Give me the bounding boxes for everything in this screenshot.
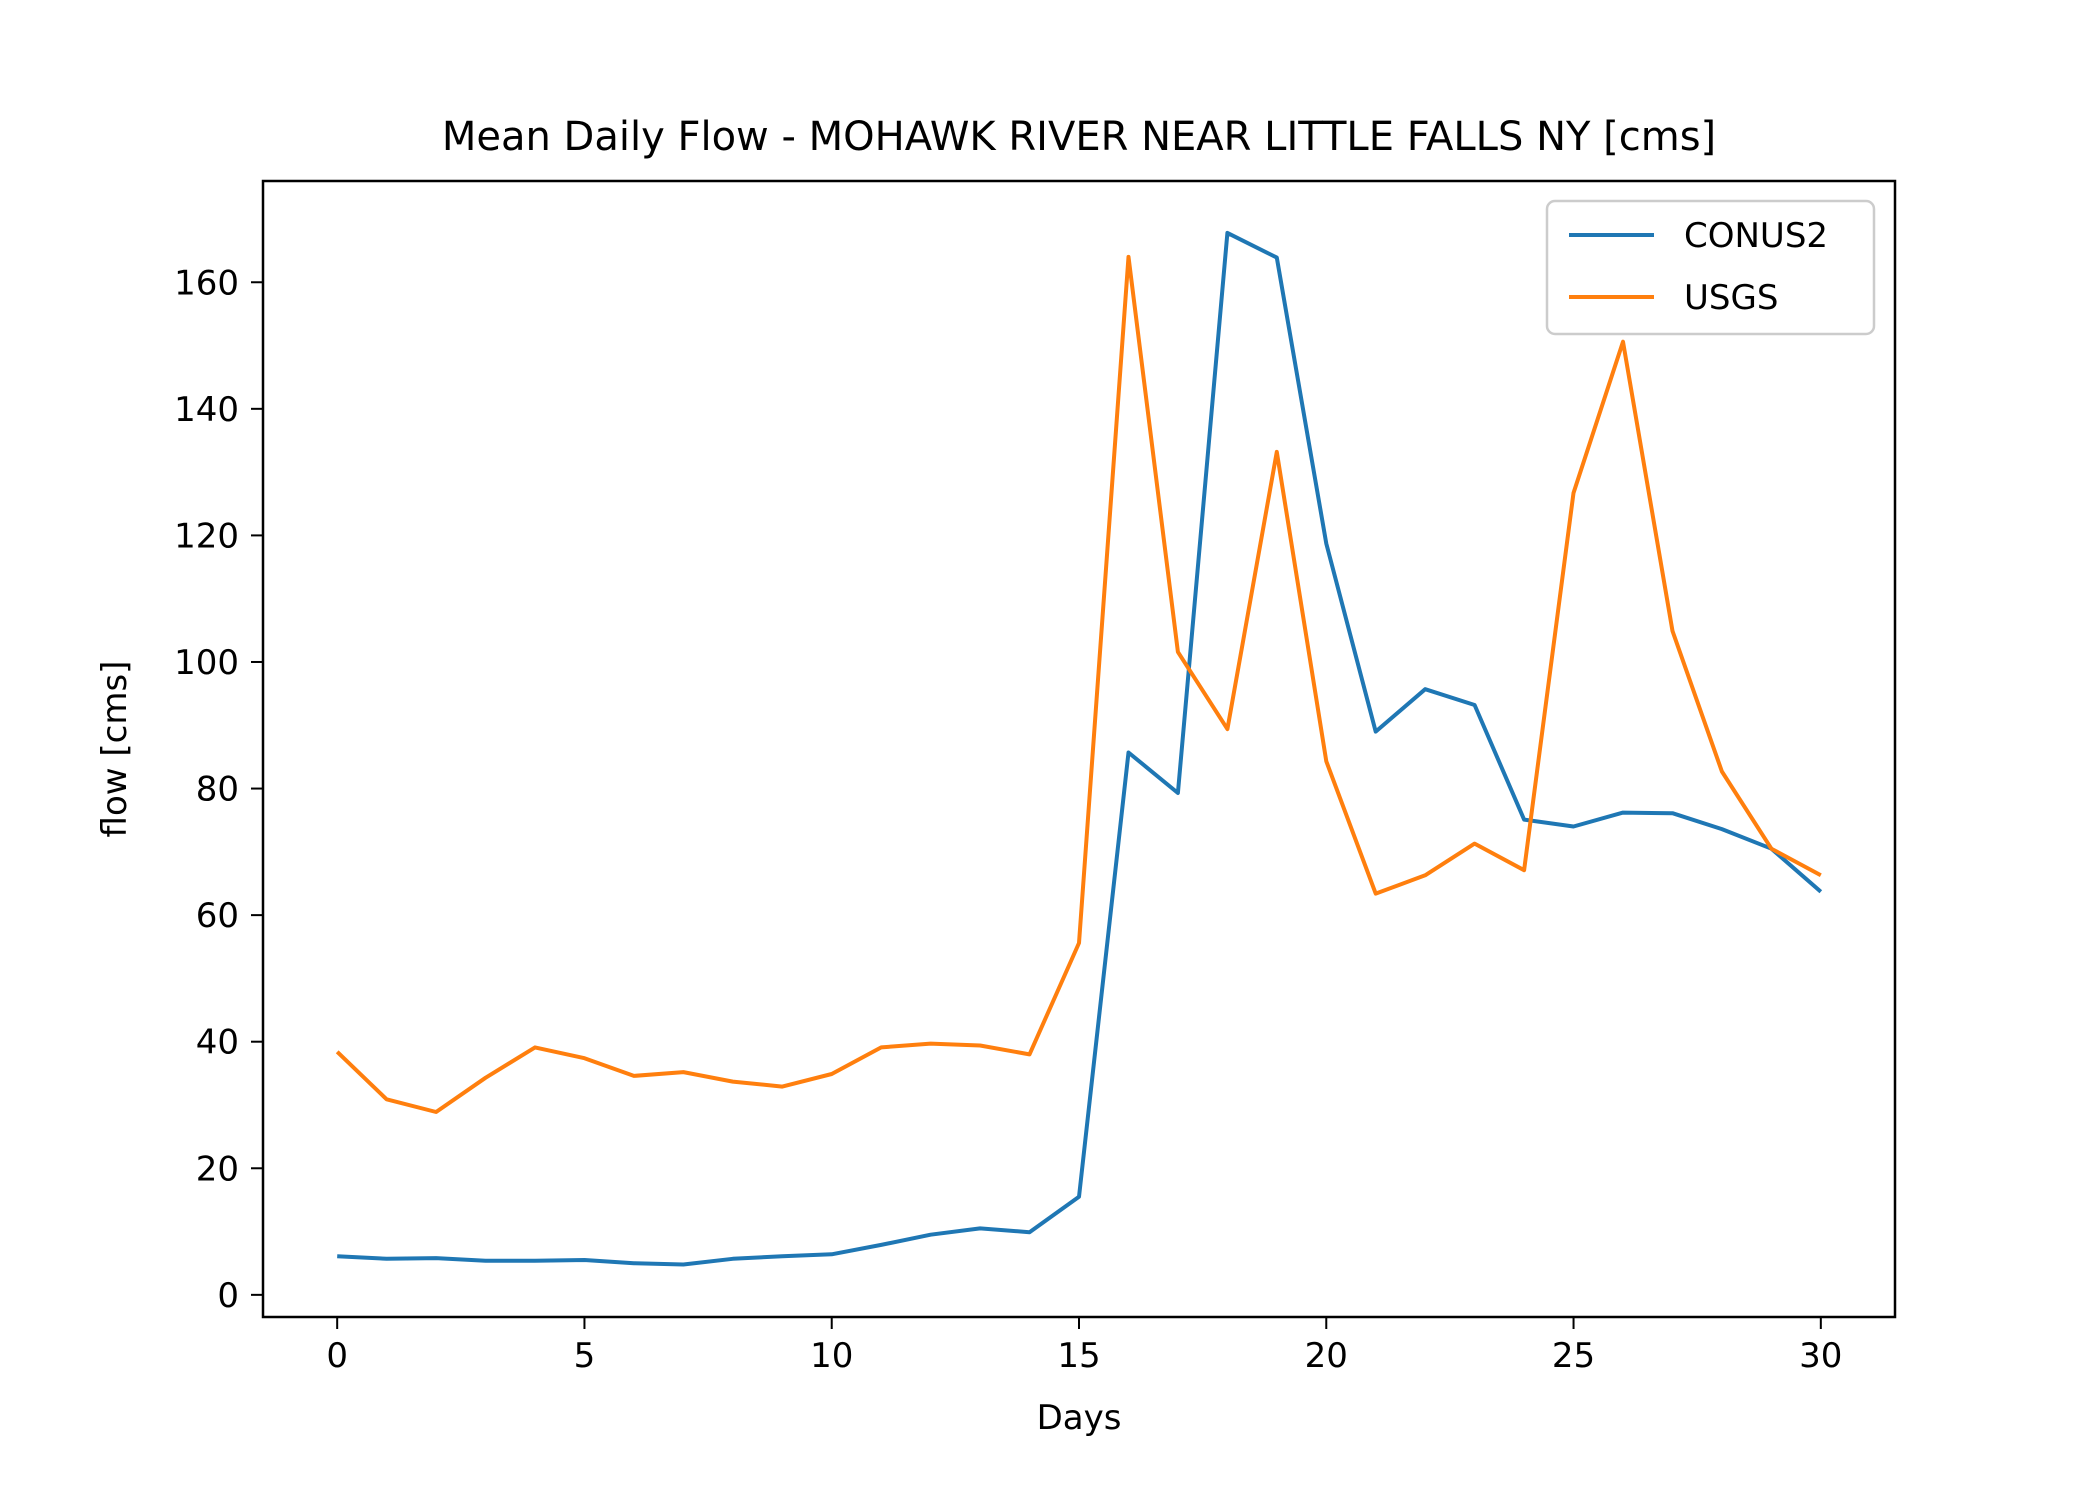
legend-label-usgs: USGS bbox=[1684, 278, 1778, 318]
legend-entries: CONUS2 USGS bbox=[1569, 216, 1828, 318]
x-tick-label: 15 bbox=[1057, 1336, 1100, 1376]
x-tick-label: 25 bbox=[1552, 1336, 1595, 1376]
x-tick-label: 20 bbox=[1305, 1336, 1348, 1376]
plot-background bbox=[263, 181, 1895, 1317]
y-tick-label: 60 bbox=[196, 896, 239, 936]
y-axis-label: flow [cms] bbox=[95, 661, 135, 838]
series-line-conus2 bbox=[337, 230, 1823, 1267]
plot-frame bbox=[261, 179, 1897, 1319]
y-axis-ticks: 0 20 40 60 80 100 120 140 160 bbox=[174, 263, 263, 1316]
y-tick-label: 40 bbox=[196, 1023, 239, 1063]
y-tick-label: 160 bbox=[174, 263, 239, 303]
legend: CONUS2 USGS bbox=[1545, 199, 1876, 336]
series-line-usgs bbox=[335, 254, 1822, 1114]
x-tick-label: 10 bbox=[810, 1336, 853, 1376]
x-axis-ticks: 0 5 10 15 20 25 30 bbox=[326, 1317, 1842, 1376]
series-lines bbox=[335, 230, 1823, 1267]
y-tick-label: 120 bbox=[174, 516, 239, 556]
chart-title: Mean Daily Flow - MOHAWK RIVER NEAR LITT… bbox=[442, 114, 1716, 160]
y-tick-label: 0 bbox=[217, 1276, 239, 1316]
x-tick-label: 30 bbox=[1799, 1336, 1842, 1376]
x-tick-label: 5 bbox=[574, 1336, 596, 1376]
x-tick-label: 0 bbox=[326, 1336, 348, 1376]
plot-area bbox=[263, 181, 1895, 1317]
y-tick-label: 100 bbox=[174, 643, 239, 683]
y-tick-label: 20 bbox=[196, 1149, 239, 1189]
y-tick-label: 80 bbox=[196, 770, 239, 810]
legend-label-conus2: CONUS2 bbox=[1684, 216, 1828, 256]
y-tick-label: 140 bbox=[174, 390, 239, 430]
x-axis-label: Days bbox=[1037, 1398, 1122, 1438]
